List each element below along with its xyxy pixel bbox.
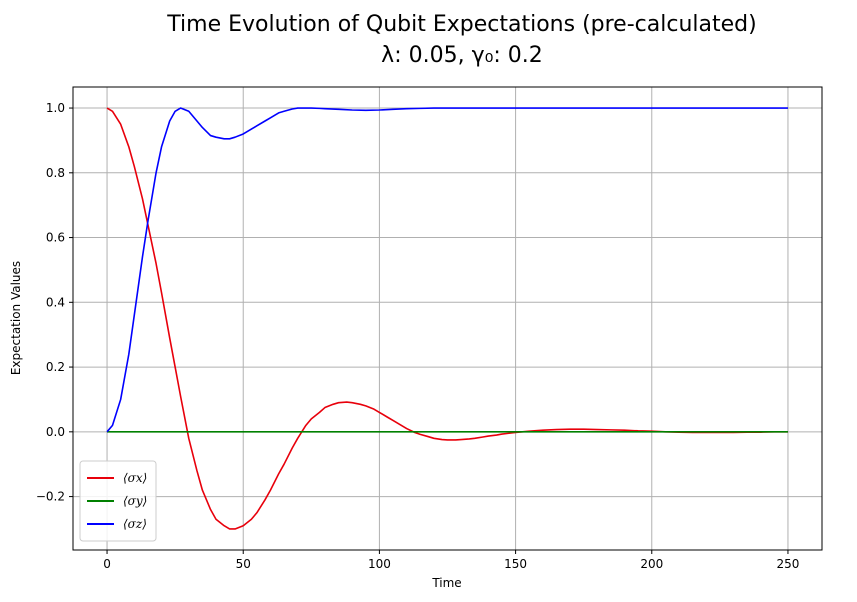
y-tick-label: 0.6 [46, 231, 65, 245]
chart-title-group: Time Evolution of Qubit Expectations (pr… [166, 12, 756, 68]
x-axis-label: Time [431, 576, 461, 590]
legend-label-sigma-x: ⟨σx⟩ [123, 471, 147, 485]
x-tick-label: 0 [103, 557, 111, 571]
legend-label-sigma-z: ⟨σz⟩ [123, 517, 147, 531]
y-tick-label: −0.2 [36, 490, 65, 504]
y-tick-label: 0.0 [46, 425, 65, 439]
legend-box [79, 460, 157, 542]
legend-label-sigma-y: ⟨σy⟩ [123, 494, 147, 508]
y-tick-label: 1.0 [46, 101, 65, 115]
y-tick-label: 0.2 [46, 360, 65, 374]
plot-area [72, 86, 823, 551]
y-tick-label: 0.8 [46, 166, 65, 180]
grid [73, 87, 822, 550]
x-tick-label: 150 [504, 557, 527, 571]
series-layer [106, 107, 788, 530]
chart-title: Time Evolution of Qubit Expectations (pr… [166, 12, 756, 37]
x-tick-label: 250 [777, 557, 800, 571]
x-tick-label: 100 [368, 557, 391, 571]
y-axis-label: Expectation Values [9, 261, 23, 375]
series-line-sigma-z [106, 107, 788, 433]
axis-ticks: 0 50 100 150 200 250 −0.2 0.0 0.2 0.4 0.6 0.8 1.0 [36, 101, 800, 571]
x-tick-label: 200 [640, 557, 663, 571]
x-tick-label: 50 [236, 557, 251, 571]
chart-subtitle: λ: 0.05, γ₀: 0.2 [381, 43, 543, 68]
legend: ⟨σx⟩ ⟨σy⟩ ⟨σz⟩ [79, 460, 157, 542]
y-tick-label: 0.4 [46, 295, 65, 309]
series-line-sigma-x [106, 107, 788, 530]
